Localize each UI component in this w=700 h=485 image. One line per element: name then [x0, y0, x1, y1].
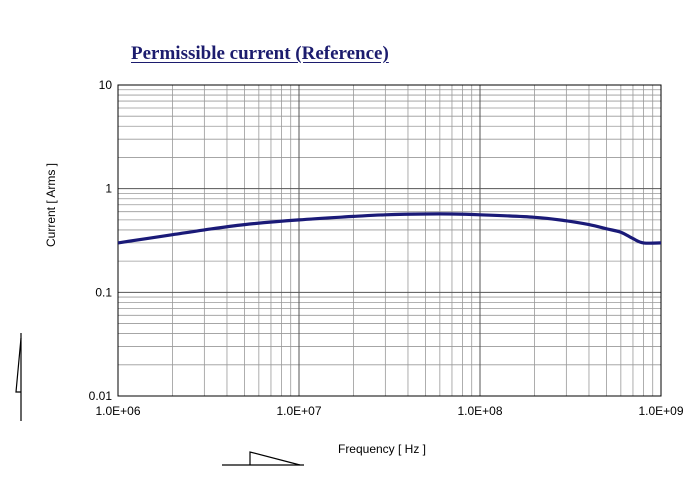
x-tick-label: 1.0E+09 [638, 404, 683, 418]
y-tick-label: 0.1 [95, 285, 112, 299]
y-tick-label: 0.01 [89, 389, 113, 403]
chart-title: Permissible current (Reference) [131, 43, 389, 64]
y-axis-label: Current [ Arms ] [44, 163, 58, 247]
minor-gridlines [118, 85, 661, 396]
x-tick-labels: 1.0E+06 1.0E+07 1.0E+08 1.0E+09 [95, 404, 683, 418]
y-axis-arrow-icon [15, 333, 22, 421]
x-axis-label: Frequency [ Hz ] [338, 442, 426, 456]
series-line [117, 212, 662, 245]
plot-frame [117, 84, 662, 397]
y-tick-labels: 10 1 0.1 0.01 [89, 78, 113, 403]
x-tick-label: 1.0E+08 [457, 404, 502, 418]
series-layer [117, 212, 662, 245]
y-tick-label: 1 [105, 182, 112, 196]
x-tick-label: 1.0E+06 [95, 404, 140, 418]
x-axis-arrow-icon [222, 451, 304, 466]
major-gridlines [117, 85, 661, 397]
x-tick-label: 1.0E+07 [276, 404, 321, 418]
y-tick-label: 10 [99, 78, 113, 92]
